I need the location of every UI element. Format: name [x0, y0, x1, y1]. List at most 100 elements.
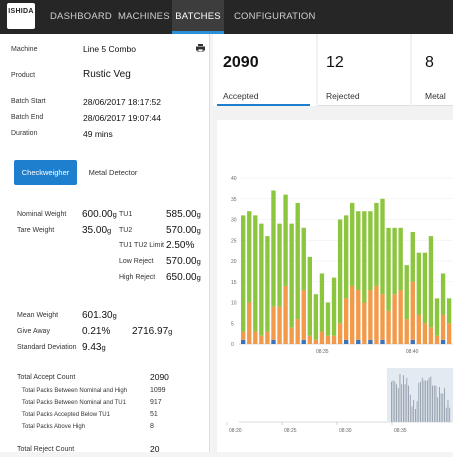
nominal-weight-value: 600.00g — [82, 209, 117, 220]
overview-mark — [430, 376, 432, 422]
y-tick-label: 0 — [231, 342, 234, 348]
bar-segment — [386, 227, 391, 311]
overview-mark — [397, 388, 399, 422]
bar-segment — [422, 323, 428, 344]
bar-segment — [301, 227, 306, 291]
overview-mark — [404, 384, 406, 422]
bar-segment — [362, 302, 367, 344]
bar-segment — [428, 327, 434, 344]
overview-mark — [433, 385, 435, 422]
bar-segment — [253, 331, 258, 344]
bar-segment — [283, 194, 288, 286]
accepted-card[interactable]: 2090 Accepted — [213, 34, 316, 106]
metal-label: Metal — [425, 91, 446, 101]
bar-segment — [331, 277, 337, 336]
nav-machines[interactable]: MACHINES — [118, 11, 170, 22]
bar-segment — [241, 331, 246, 340]
overview-tick-label: 08:20 — [229, 428, 242, 434]
give-away-label: Give Away — [17, 328, 50, 335]
accepted-indicator — [217, 104, 310, 106]
tu1-value: 585.00g — [166, 209, 201, 220]
bar-segment — [440, 273, 446, 315]
bar-segment — [422, 252, 428, 324]
x-tick-label: 08:40 — [406, 349, 419, 355]
below-tu1-value: 51 — [150, 411, 158, 418]
bar-segment — [434, 335, 440, 344]
nav-dashboard[interactable]: DASHBOARD — [50, 11, 112, 22]
bar-segment — [362, 211, 367, 303]
low-reject-value: 570.00g — [166, 256, 201, 267]
product-value: Rustic Veg — [83, 69, 131, 80]
bar-segment — [331, 335, 337, 344]
rejected-card[interactable]: 12 Rejected — [318, 34, 410, 106]
logo-text: ISHIDA — [8, 8, 34, 15]
nominal-weight-label: Nominal Weight — [17, 211, 67, 218]
bar-segment — [319, 331, 325, 344]
tab-metal-detector[interactable]: Metal Detector — [88, 168, 138, 177]
y-tick-label: 30 — [231, 218, 237, 224]
overview-mark — [418, 383, 420, 422]
bar-segment — [392, 227, 397, 295]
bar-segment — [307, 335, 312, 344]
overview-mark — [449, 407, 451, 422]
metal-card[interactable]: 8 Metal — [412, 34, 453, 106]
bar-segment — [313, 339, 319, 344]
tu1-tu2-limit-value: 2.50% — [166, 240, 195, 251]
overview-mark — [413, 399, 415, 422]
bar-segment — [271, 190, 276, 307]
bar-segment — [259, 335, 264, 344]
bar-segment — [301, 290, 306, 340]
overview-mark — [440, 393, 442, 422]
total-accept-value: 2090 — [150, 372, 169, 382]
machine-label: Machine — [11, 46, 38, 53]
stacked-bar-chart[interactable]: 0 5 10 15 20 25 30 35 40 08:35 08:40 08:20 08:25 08:3… — [217, 120, 453, 452]
bar-segment — [410, 231, 415, 282]
mean-weight-label: Mean Weight — [17, 312, 59, 319]
nominal-tu1-label: Total Packs Between Nominal and TU1 — [22, 400, 126, 406]
overview-mark — [420, 381, 421, 422]
metal-count: 8 — [425, 54, 434, 71]
tare-weight-label: Tare Weight — [17, 227, 55, 234]
bar-segment — [265, 331, 270, 344]
bar-segment — [325, 302, 331, 336]
bar-segment — [277, 306, 282, 344]
bar-segment — [416, 252, 422, 315]
total-reject-value: 20 — [150, 444, 160, 454]
bar-segment — [313, 294, 319, 340]
weight-distribution-chart[interactable]: 0 5 10 15 20 25 30 35 40 08:35 08:40 08:20 08:25 08:3… — [217, 120, 453, 452]
bar-segment — [271, 306, 276, 340]
bar-segment — [247, 211, 252, 303]
overview-mark — [415, 409, 416, 422]
overview-mark — [427, 380, 428, 422]
bar-segment — [247, 302, 252, 344]
overview-tick-label: 08:35 — [394, 428, 407, 434]
nominal-high-label: Total Packs Between Nominal and High — [22, 388, 128, 394]
overview-mark — [411, 406, 413, 422]
tu1-label: TU1 — [119, 211, 133, 218]
y-tick-label: 5 — [231, 321, 234, 327]
bar-segment — [368, 339, 373, 344]
nav-batches[interactable]: BATCHES — [172, 0, 224, 34]
bar-segment — [416, 314, 422, 344]
overview-mark — [401, 384, 403, 422]
ishida-logo[interactable]: ISHIDA — [7, 3, 35, 29]
total-reject-label: Total Reject Count — [17, 446, 75, 453]
high-reject-label: High Reject — [119, 274, 156, 281]
overview-mark — [416, 401, 418, 422]
bar-segment — [410, 339, 415, 344]
batch-end-value: 28/06/2017 19:07:44 — [83, 113, 161, 123]
overview-mark — [392, 380, 394, 422]
print-icon[interactable] — [196, 39, 205, 53]
y-tick-label: 40 — [231, 176, 237, 182]
nav-configuration[interactable]: CONFIGURATION — [234, 11, 316, 22]
bar-segment — [392, 294, 397, 344]
bar-segment — [404, 319, 409, 344]
bar-segment — [368, 290, 373, 340]
bar-segment — [271, 339, 276, 344]
bar-segment — [289, 327, 294, 344]
nominal-high-value: 1099 — [150, 387, 166, 394]
overview-mark — [435, 385, 437, 422]
batch-charts-panel: 2090 Accepted 12 Rejected 8 Metal 0 5 10 15… — [213, 34, 453, 452]
bar-segment — [446, 298, 452, 324]
tab-checkweigher[interactable]: Checkweigher — [14, 160, 77, 185]
